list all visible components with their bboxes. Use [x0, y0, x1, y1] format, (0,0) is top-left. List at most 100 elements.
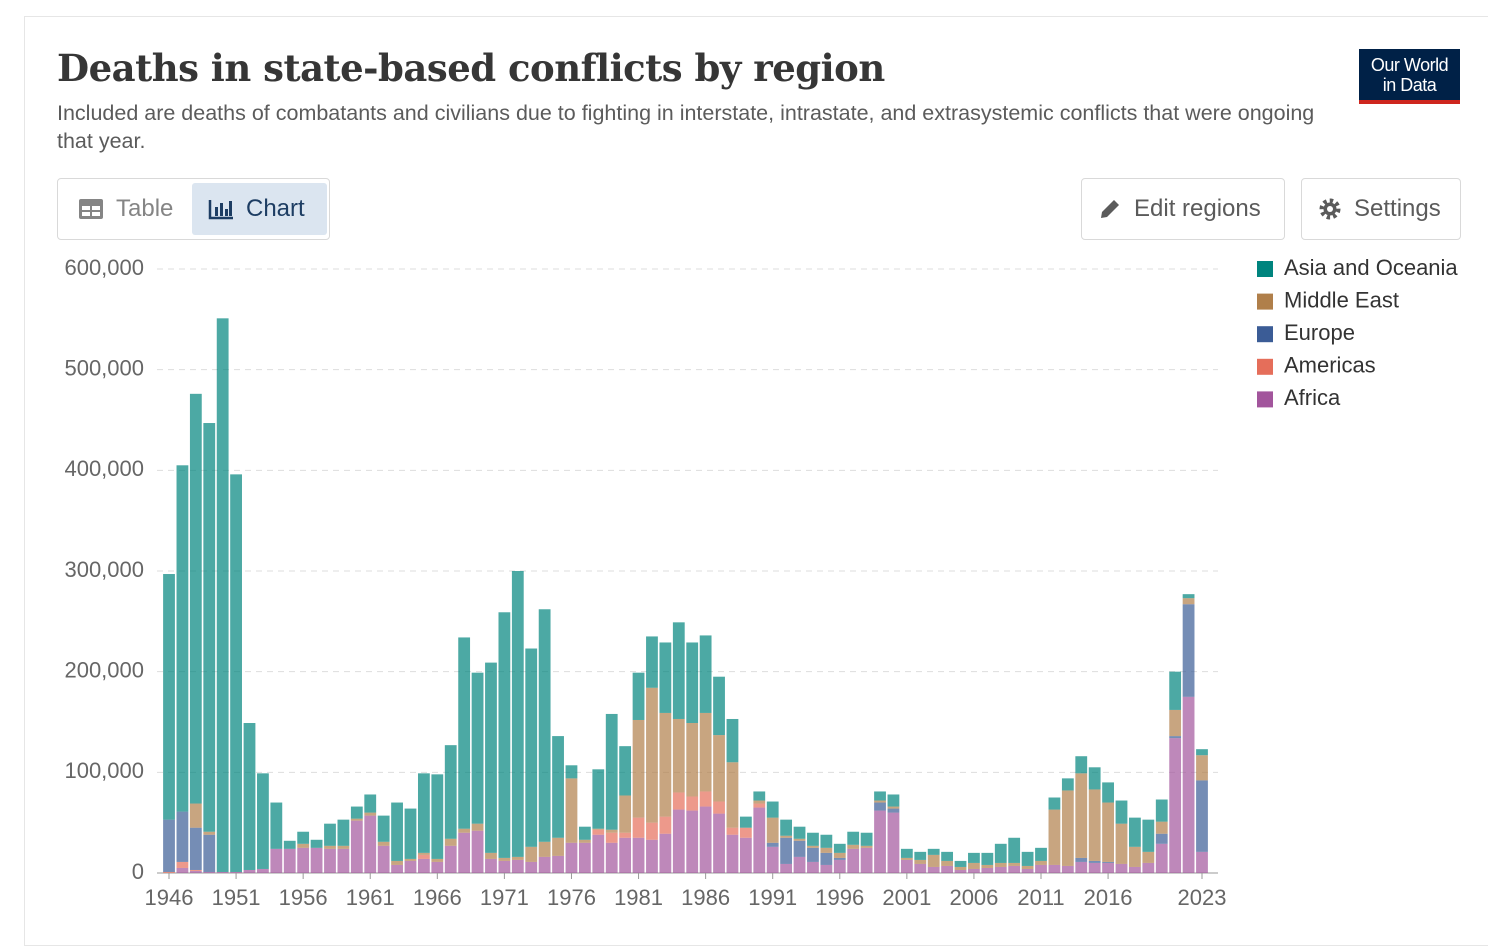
- bar-segment: [766, 846, 779, 873]
- bar-segment: [458, 637, 471, 829]
- bar-segment: [941, 851, 954, 861]
- logo[interactable]: Our World in Data: [1359, 49, 1460, 104]
- bar-segment: [176, 867, 189, 873]
- bar-segment: [578, 842, 591, 873]
- bar-segment: [739, 827, 752, 838]
- bar-segment: [699, 712, 712, 792]
- bar-segment: [914, 859, 927, 864]
- bar-segment: [176, 861, 189, 868]
- bar-segment: [324, 848, 336, 873]
- pencil-icon: [1101, 200, 1119, 218]
- bar-segment: [820, 847, 833, 853]
- bar-segment: [471, 672, 484, 824]
- bar-segment: [1008, 865, 1021, 873]
- bar-segment: [444, 838, 457, 846]
- bar-segment: [203, 831, 216, 835]
- settings-button[interactable]: Settings: [1301, 178, 1461, 240]
- bar-segment: [565, 778, 578, 843]
- bar-segment: [189, 869, 202, 871]
- bar-segment: [511, 571, 524, 857]
- bar-segment: [981, 867, 994, 873]
- y-tick-label: 0: [132, 859, 144, 884]
- bar-segment: [391, 860, 403, 865]
- bar-segment: [189, 803, 202, 828]
- bar-segment: [659, 712, 672, 817]
- bar-segment: [216, 871, 229, 873]
- x-tick-label: 2006: [949, 885, 998, 910]
- bar-segment: [968, 868, 980, 873]
- logo-text: in Data: [1382, 75, 1437, 95]
- bar-segment: [968, 852, 980, 863]
- bar-segment: [310, 839, 323, 848]
- bar-segment: [525, 648, 538, 847]
- bar-segment: [1048, 809, 1061, 865]
- bar-segment: [324, 845, 336, 849]
- bar-segment: [350, 820, 363, 873]
- bar-segment: [739, 816, 752, 828]
- bar-segment: [900, 848, 913, 858]
- bar-segment: [1196, 780, 1208, 852]
- bar-segment: [753, 807, 766, 873]
- bar-segment: [444, 845, 457, 873]
- bar-segment: [176, 811, 189, 862]
- legend-label: Europe: [1284, 320, 1355, 345]
- bar-segment: [793, 838, 806, 841]
- bar-segment: [646, 822, 658, 840]
- bar-segment: [632, 817, 645, 838]
- tab-label: Chart: [246, 195, 305, 222]
- bar-segment: [511, 859, 524, 873]
- bar-segment: [914, 863, 927, 873]
- bar-segment: [498, 857, 511, 861]
- bar-segment: [1142, 851, 1155, 863]
- bar-segment: [1048, 797, 1061, 810]
- bar-segment: [874, 810, 886, 873]
- bar-segment: [270, 848, 283, 873]
- x-tick-label: 1966: [413, 885, 462, 910]
- legend-label: Asia and Oceania: [1284, 255, 1458, 280]
- bar-segment: [726, 762, 739, 828]
- bar-segment: [1075, 857, 1088, 862]
- bar-segment: [364, 812, 377, 816]
- bar-segment: [847, 848, 860, 873]
- bar-segment: [1102, 861, 1114, 863]
- bar-segment: [498, 860, 511, 873]
- bar-segment: [364, 794, 377, 813]
- x-tick-label: 1991: [748, 885, 797, 910]
- bar-segment: [713, 735, 725, 802]
- bar-segment: [377, 841, 390, 846]
- bar-segment: [981, 852, 994, 865]
- bar-segment: [310, 847, 323, 873]
- bar-segment: [699, 635, 712, 713]
- bar-segment: [337, 848, 350, 873]
- bar-segment: [619, 837, 632, 873]
- x-tick-label: 2023: [1178, 885, 1227, 910]
- bar-segment: [391, 864, 403, 873]
- bar-segment: [847, 844, 860, 849]
- bar-segment: [807, 845, 819, 848]
- bar-segment: [163, 819, 175, 872]
- bar-segment: [552, 855, 564, 873]
- bar-segment: [511, 856, 524, 860]
- bar-segment: [941, 865, 954, 873]
- bar-segment: [780, 837, 793, 864]
- chart-tab[interactable]: Chart: [192, 183, 327, 235]
- bar-segment: [485, 662, 497, 853]
- bar-segment: [404, 860, 417, 873]
- chart-title: Deaths in state-based conflicts by regio…: [57, 46, 885, 90]
- bar-segment: [1196, 749, 1208, 756]
- legend-swatch: [1257, 293, 1273, 310]
- chart: 0 100,000 200,000 300,000 400,000 500,000 600,…: [64, 255, 1458, 910]
- table-tab[interactable]: Table: [62, 183, 189, 235]
- bar-segment: [1088, 860, 1101, 863]
- logo-text: Our World: [1370, 55, 1449, 75]
- bar-segment: [552, 736, 564, 838]
- bar-segment: [417, 854, 430, 859]
- bar-segment: [1008, 862, 1021, 866]
- bar-segment: [163, 871, 175, 873]
- bar-segment: [968, 862, 980, 869]
- edit-regions-button[interactable]: Edit regions: [1081, 178, 1285, 240]
- bar-segment: [686, 796, 699, 811]
- bar-segment: [833, 852, 846, 858]
- bar-segment: [404, 808, 417, 859]
- bar-segment: [860, 832, 873, 846]
